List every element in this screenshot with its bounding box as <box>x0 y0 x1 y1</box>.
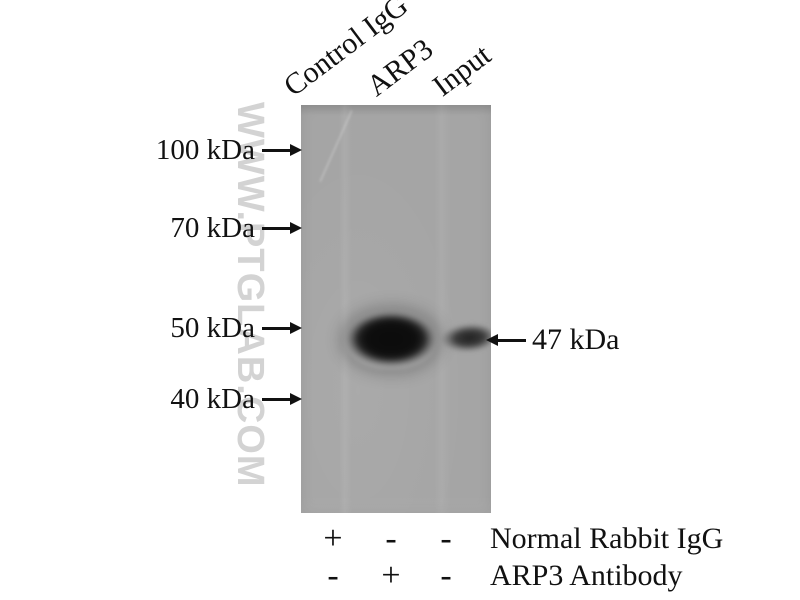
right-arrow-icon <box>262 144 302 156</box>
condition-row-label: Normal Rabbit IgG <box>490 522 724 555</box>
right-arrow-icon <box>262 222 302 234</box>
condition-cell: + <box>381 557 401 594</box>
mw-marker-50kda: 50 kDa <box>0 311 302 345</box>
blot-membrane <box>301 105 491 513</box>
watermark-text: WWW.PTGLAB.COM <box>229 102 271 488</box>
lane-label-input: Input <box>426 38 498 103</box>
condition-cell: + <box>323 520 343 557</box>
left-arrow-icon <box>486 334 526 346</box>
condition-cell: - <box>440 520 452 557</box>
mw-marker-70kda: 70 kDa <box>0 211 302 245</box>
condition-row-arp3-antibody: - + - ARP3 Antibody <box>0 556 800 596</box>
mw-marker-label: 100 kDa <box>155 133 255 166</box>
right-arrow-icon <box>262 322 302 334</box>
mw-marker-100kda: 100 kDa <box>0 133 302 167</box>
mw-marker-40kda: 40 kDa <box>0 382 302 416</box>
condition-row-label: ARP3 Antibody <box>490 559 683 592</box>
mw-marker-label: 70 kDa <box>170 211 255 244</box>
right-arrow-icon <box>262 393 302 405</box>
gel-artifact <box>319 109 353 183</box>
mw-marker-label: 40 kDa <box>170 382 255 415</box>
condition-cell: - <box>440 557 452 594</box>
mw-marker-label: 50 kDa <box>170 311 255 344</box>
condition-cell: - <box>385 520 397 557</box>
band-arp3-47kda <box>345 311 437 369</box>
condition-cell: - <box>327 557 339 594</box>
condition-row-normal-rabbit-igg: + - - Normal Rabbit IgG <box>0 519 800 559</box>
band-input-47kda <box>440 322 491 354</box>
band-callout-label: 47 kDa <box>532 323 620 356</box>
band-callout-47kda: 47 kDa <box>486 323 619 357</box>
